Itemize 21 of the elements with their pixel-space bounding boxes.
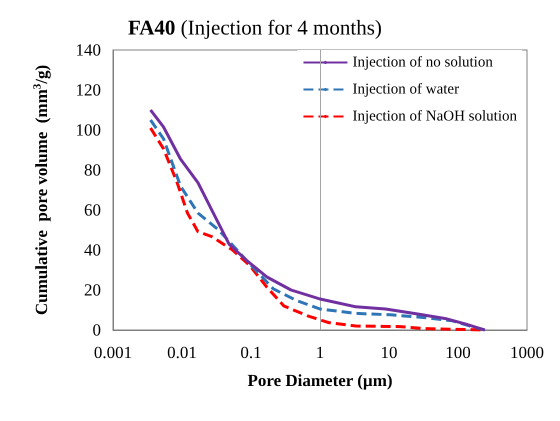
y-axis-title: Cumulative pore volume (mm3/g) (32, 64, 51, 316)
y-tick-label: 20 (84, 280, 101, 300)
chart-title: FA40 (Injection for 4 months) (128, 16, 382, 40)
y-tick-label: 140 (76, 40, 101, 60)
x-tick-label: 1 (316, 343, 324, 362)
x-tick-label: 1000 (510, 343, 544, 362)
x-tick-label: 0.1 (240, 343, 262, 362)
y-tick-label: 120 (76, 80, 101, 100)
y-tick-label: 100 (76, 120, 101, 140)
legend-label: Injection of NaOH solution (352, 108, 518, 124)
x-tick-label: 10 (380, 343, 398, 362)
y-tick-label: 40 (84, 240, 101, 260)
legend-label: Injection of water (352, 82, 460, 98)
x-tick-label: 0.001 (94, 343, 132, 362)
x-axis-title: Pore Diameter (µm) (247, 371, 393, 390)
y-tick-label: 0 (92, 320, 101, 340)
y-tick-label: 60 (84, 200, 101, 220)
x-tick-label: 100 (445, 343, 471, 362)
x-tick-label: 0.01 (167, 343, 197, 362)
y-tick-label: 80 (84, 160, 101, 180)
legend-label: Injection of no solution (352, 54, 494, 70)
